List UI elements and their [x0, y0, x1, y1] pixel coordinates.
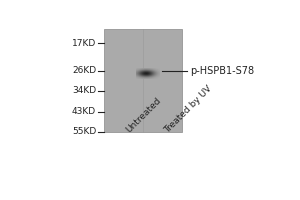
Text: Treated by UV: Treated by UV	[163, 84, 214, 135]
Text: 43KD: 43KD	[72, 107, 96, 116]
Text: 55KD: 55KD	[72, 127, 96, 136]
Bar	[104, 29, 182, 132]
Text: Untreated: Untreated	[124, 96, 163, 135]
Text: 34KD: 34KD	[72, 86, 96, 95]
Text: p-HSPB1-S78: p-HSPB1-S78	[190, 66, 254, 76]
Text: 26KD: 26KD	[72, 66, 96, 75]
Text: 17KD: 17KD	[72, 39, 96, 48]
